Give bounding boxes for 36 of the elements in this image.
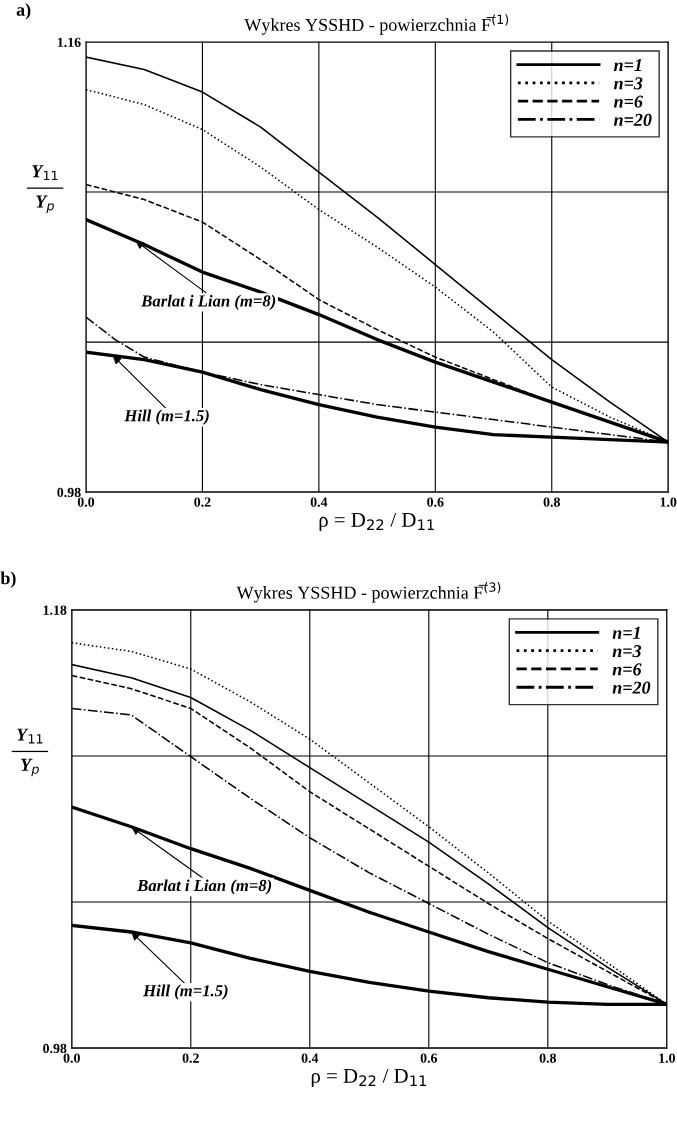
legend-label: n=3 <box>612 645 642 658</box>
y-axis-title: Y$_{11}$ ―― Y$_{p}$ <box>11 728 49 777</box>
chart-title: Wykres YSSHD - powierzchnia F̅$^{(3)}$ <box>236 582 501 603</box>
legend-label: n=20 <box>612 681 651 694</box>
annotation: Hill (m=1.5) <box>143 984 228 1000</box>
x-tick-label: 0.8 <box>539 1053 557 1063</box>
y-tick-label: 1.16 <box>57 37 81 48</box>
legend-label: n=20 <box>613 113 652 126</box>
x-tick-label: 1.0 <box>660 497 677 507</box>
legend-label: n=6 <box>613 95 643 108</box>
legend-label: n=1 <box>612 626 640 639</box>
annotation: Barlat i Lian (m=8) <box>141 294 276 310</box>
x-tick-label: 0.4 <box>301 1053 319 1063</box>
x-tick-label: 0.2 <box>194 497 211 507</box>
y-tick-label: 0.98 <box>43 1043 67 1054</box>
chart-title: Wykres YSSHD - powierzchnia F̅$^{(1)}$ <box>244 14 509 35</box>
legend-label: n=6 <box>612 663 642 676</box>
x-tick-label: 0.8 <box>543 497 560 507</box>
x-tick-label: 1.0 <box>659 1053 675 1063</box>
y-tick-label: 0.98 <box>57 487 81 498</box>
text: a) <box>16 3 31 20</box>
x-tick-label: 0.4 <box>310 497 328 507</box>
x-axis-title: ρ = D$_{22}$ / D$_{11}$ <box>319 512 434 532</box>
y-axis-title: Y$_{11}$ ―― Y$_{p}$ <box>26 165 64 213</box>
annotation: Barlat i Lian (m=8) <box>137 879 272 895</box>
y-tick-label: 1.18 <box>43 605 67 615</box>
x-axis-title: ρ = D$_{22}$ / D$_{11}$ <box>311 1068 427 1088</box>
x-tick-label: 0.0 <box>77 497 95 507</box>
legend-label: n=1 <box>613 59 642 71</box>
x-tick-label: 0.6 <box>427 497 444 507</box>
x-tick-label: 0.6 <box>420 1053 438 1063</box>
x-tick-label: 0.2 <box>182 1053 199 1063</box>
text: b) <box>0 571 16 588</box>
legend-label: n=3 <box>613 77 643 90</box>
annotation: Hill (m=1.5) <box>124 409 209 425</box>
x-tick-label: 0.0 <box>63 1053 80 1063</box>
